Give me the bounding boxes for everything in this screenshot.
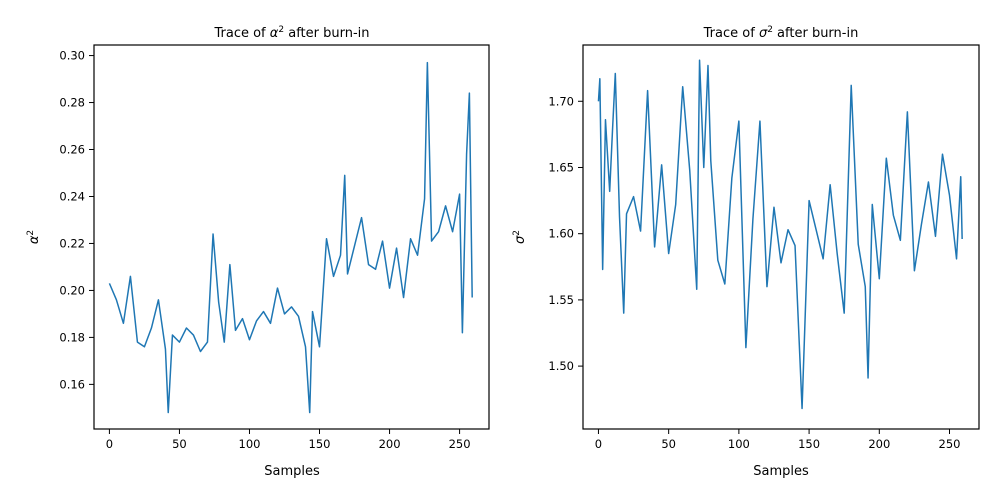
- alpha-y-tick-label: 0.24: [59, 189, 85, 203]
- alpha-x-tick-label: 100: [239, 437, 261, 451]
- sigma-x-tick-label: 0: [595, 437, 602, 451]
- sigma-plot-frame: [582, 44, 980, 430]
- alpha-x-tick-label: 50: [172, 437, 187, 451]
- sigma-y-tick-label: 1.55: [548, 293, 574, 307]
- alpha-y-tick-label: 0.28: [59, 96, 85, 110]
- alpha-plot-frame: [93, 44, 490, 430]
- alpha-trace-chart: Trace of α2 after burn-in 0 50 100 150 200 25…: [26, 25, 490, 479]
- sigma-y-tick-label: 1.65: [548, 160, 574, 174]
- alpha-chart-title: Trace of α2 after burn-in: [213, 25, 369, 41]
- sigma-y-axis-label: σ2: [512, 230, 528, 244]
- sigma-x-tick-label: 200: [868, 437, 890, 451]
- sigma-y-tick-label: 1.60: [548, 227, 574, 241]
- sigma-trace-line: [597, 59, 963, 410]
- alpha-x-tick-label: 0: [106, 437, 113, 451]
- sigma-x-tick-label: 100: [728, 437, 750, 451]
- alpha-y-tick-label: 0.30: [59, 49, 85, 63]
- alpha-y-tick-label: 0.22: [59, 236, 85, 250]
- sigma-x-tick-label: 250: [939, 437, 961, 451]
- alpha-x-tick-label: 250: [449, 437, 471, 451]
- alpha-trace-line: [108, 61, 473, 414]
- sigma-y-tick-label: 1.70: [548, 94, 574, 108]
- alpha-x-axis-label: Samples: [264, 464, 320, 479]
- alpha-y-axis-label: α2: [26, 230, 42, 244]
- alpha-x-tick-label: 200: [379, 437, 401, 451]
- sigma-x-tick-label: 150: [798, 437, 820, 451]
- alpha-y-tick-label: 0.18: [59, 330, 85, 344]
- alpha-y-tick-label: 0.20: [59, 283, 85, 297]
- sigma-y-tick-label: 1.50: [548, 359, 574, 373]
- alpha-y-tick-label: 0.26: [59, 143, 85, 157]
- sigma-trace-chart: Trace of σ2 after burn-in 0 50 100 150 200 25…: [512, 25, 980, 479]
- alpha-y-tick-label: 0.16: [59, 377, 85, 391]
- alpha-x-tick-label: 150: [309, 437, 331, 451]
- sigma-x-tick-label: 50: [661, 437, 676, 451]
- sigma-chart-title: Trace of σ2 after burn-in: [703, 25, 859, 41]
- sigma-x-axis-label: Samples: [753, 464, 809, 479]
